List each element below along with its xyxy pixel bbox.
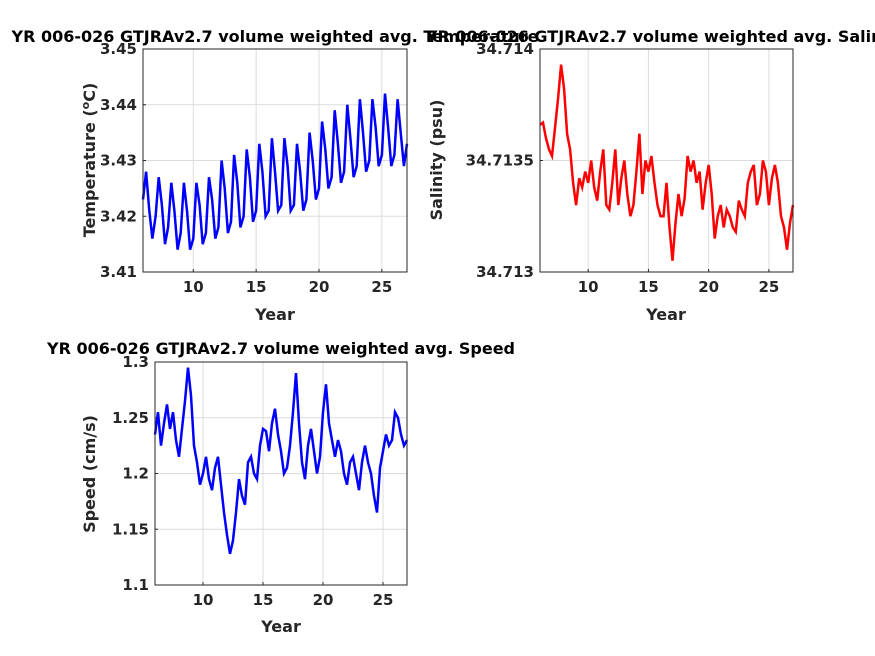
temperature-ylabel: Temperature (oC)	[79, 83, 100, 238]
temperature-ytick-label: 3.45	[100, 40, 137, 58]
speed-series-line	[153, 367, 409, 555]
speed-ytick-label: 1.3	[122, 353, 149, 371]
salinity-xlabel: Year	[645, 305, 686, 324]
speed-axes-frame	[154, 361, 408, 586]
salinity-title: YR 006-026 GTJRAv2.7 volume weighted avg…	[425, 27, 875, 46]
temperature-ytick-label: 3.42	[100, 207, 137, 225]
temperature-ylabel-sup: o	[79, 101, 92, 109]
temperature-xtick-label: 15	[246, 278, 267, 296]
speed-title: YR 006-026 GTJRAv2.7 volume weighted avg…	[46, 339, 515, 358]
salinity-ticks: 10 15 20 25 34.713 34.7135 34.714	[466, 40, 780, 296]
speed-ticks: 10 15 20 25 1.1 1.15 1.2 1.25 1.3	[112, 353, 393, 609]
speed-xtick-label: 20	[313, 591, 334, 609]
temperature-xtick-label: 20	[309, 278, 330, 296]
salinity-ytick-label: 34.714	[476, 40, 534, 58]
salinity-panel: 10 15 20 25 34.713 34.7135 34.714 YR 006-026 G…	[425, 27, 875, 324]
speed-ylabel: Speed (cm/s)	[80, 415, 99, 533]
temperature-ytick-label: 3.41	[100, 263, 137, 281]
salinity-xtick-label: 15	[638, 278, 659, 296]
speed-ytick-label: 1.2	[122, 465, 149, 483]
temperature-xlabel: Year	[254, 305, 295, 324]
speed-xlabel: Year	[260, 617, 301, 636]
temperature-xtick-label: 10	[183, 278, 204, 296]
temperature-ylabel-text: Temperature (	[80, 109, 99, 237]
speed-xtick-label: 10	[193, 591, 214, 609]
speed-xtick-label: 15	[253, 591, 274, 609]
salinity-xtick-label: 25	[758, 278, 779, 296]
temperature-axes-frame	[142, 48, 408, 273]
salinity-xtick-label: 10	[578, 278, 599, 296]
speed-ytick-label: 1.15	[112, 520, 149, 538]
temperature-ticks: 10 15 20 25 3.41 3.42 3.43 3.44 3.45	[100, 40, 392, 296]
salinity-ytick-label: 34.713	[476, 263, 534, 281]
temperature-panel: 10 15 20 25 3.41 3.42 3.43 3.44 3.45 YR 006-026 …	[11, 27, 539, 324]
temperature-series-line	[141, 93, 409, 251]
salinity-ytick-label: 34.7135	[466, 152, 534, 170]
salinity-ylabel: Salinity (psu)	[427, 100, 446, 221]
salinity-series-line	[539, 64, 795, 261]
temperature-ytick-label: 3.43	[100, 152, 137, 170]
salinity-axes-frame	[539, 48, 794, 273]
temperature-title: YR 006-026 GTJRAv2.7 volume weighted avg…	[11, 27, 539, 46]
temperature-ytick-label: 3.44	[100, 96, 137, 114]
speed-ytick-label: 1.1	[122, 576, 149, 594]
temperature-xtick-label: 25	[371, 278, 392, 296]
speed-xtick-label: 25	[373, 591, 394, 609]
temperature-ylabel-unit: C)	[80, 83, 99, 102]
speed-ytick-label: 1.25	[112, 409, 149, 427]
speed-panel: 10 15 20 25 1.1 1.15 1.2 1.25 1.3 YR 006-026 GTJ…	[46, 339, 515, 636]
salinity-xtick-label: 20	[698, 278, 719, 296]
